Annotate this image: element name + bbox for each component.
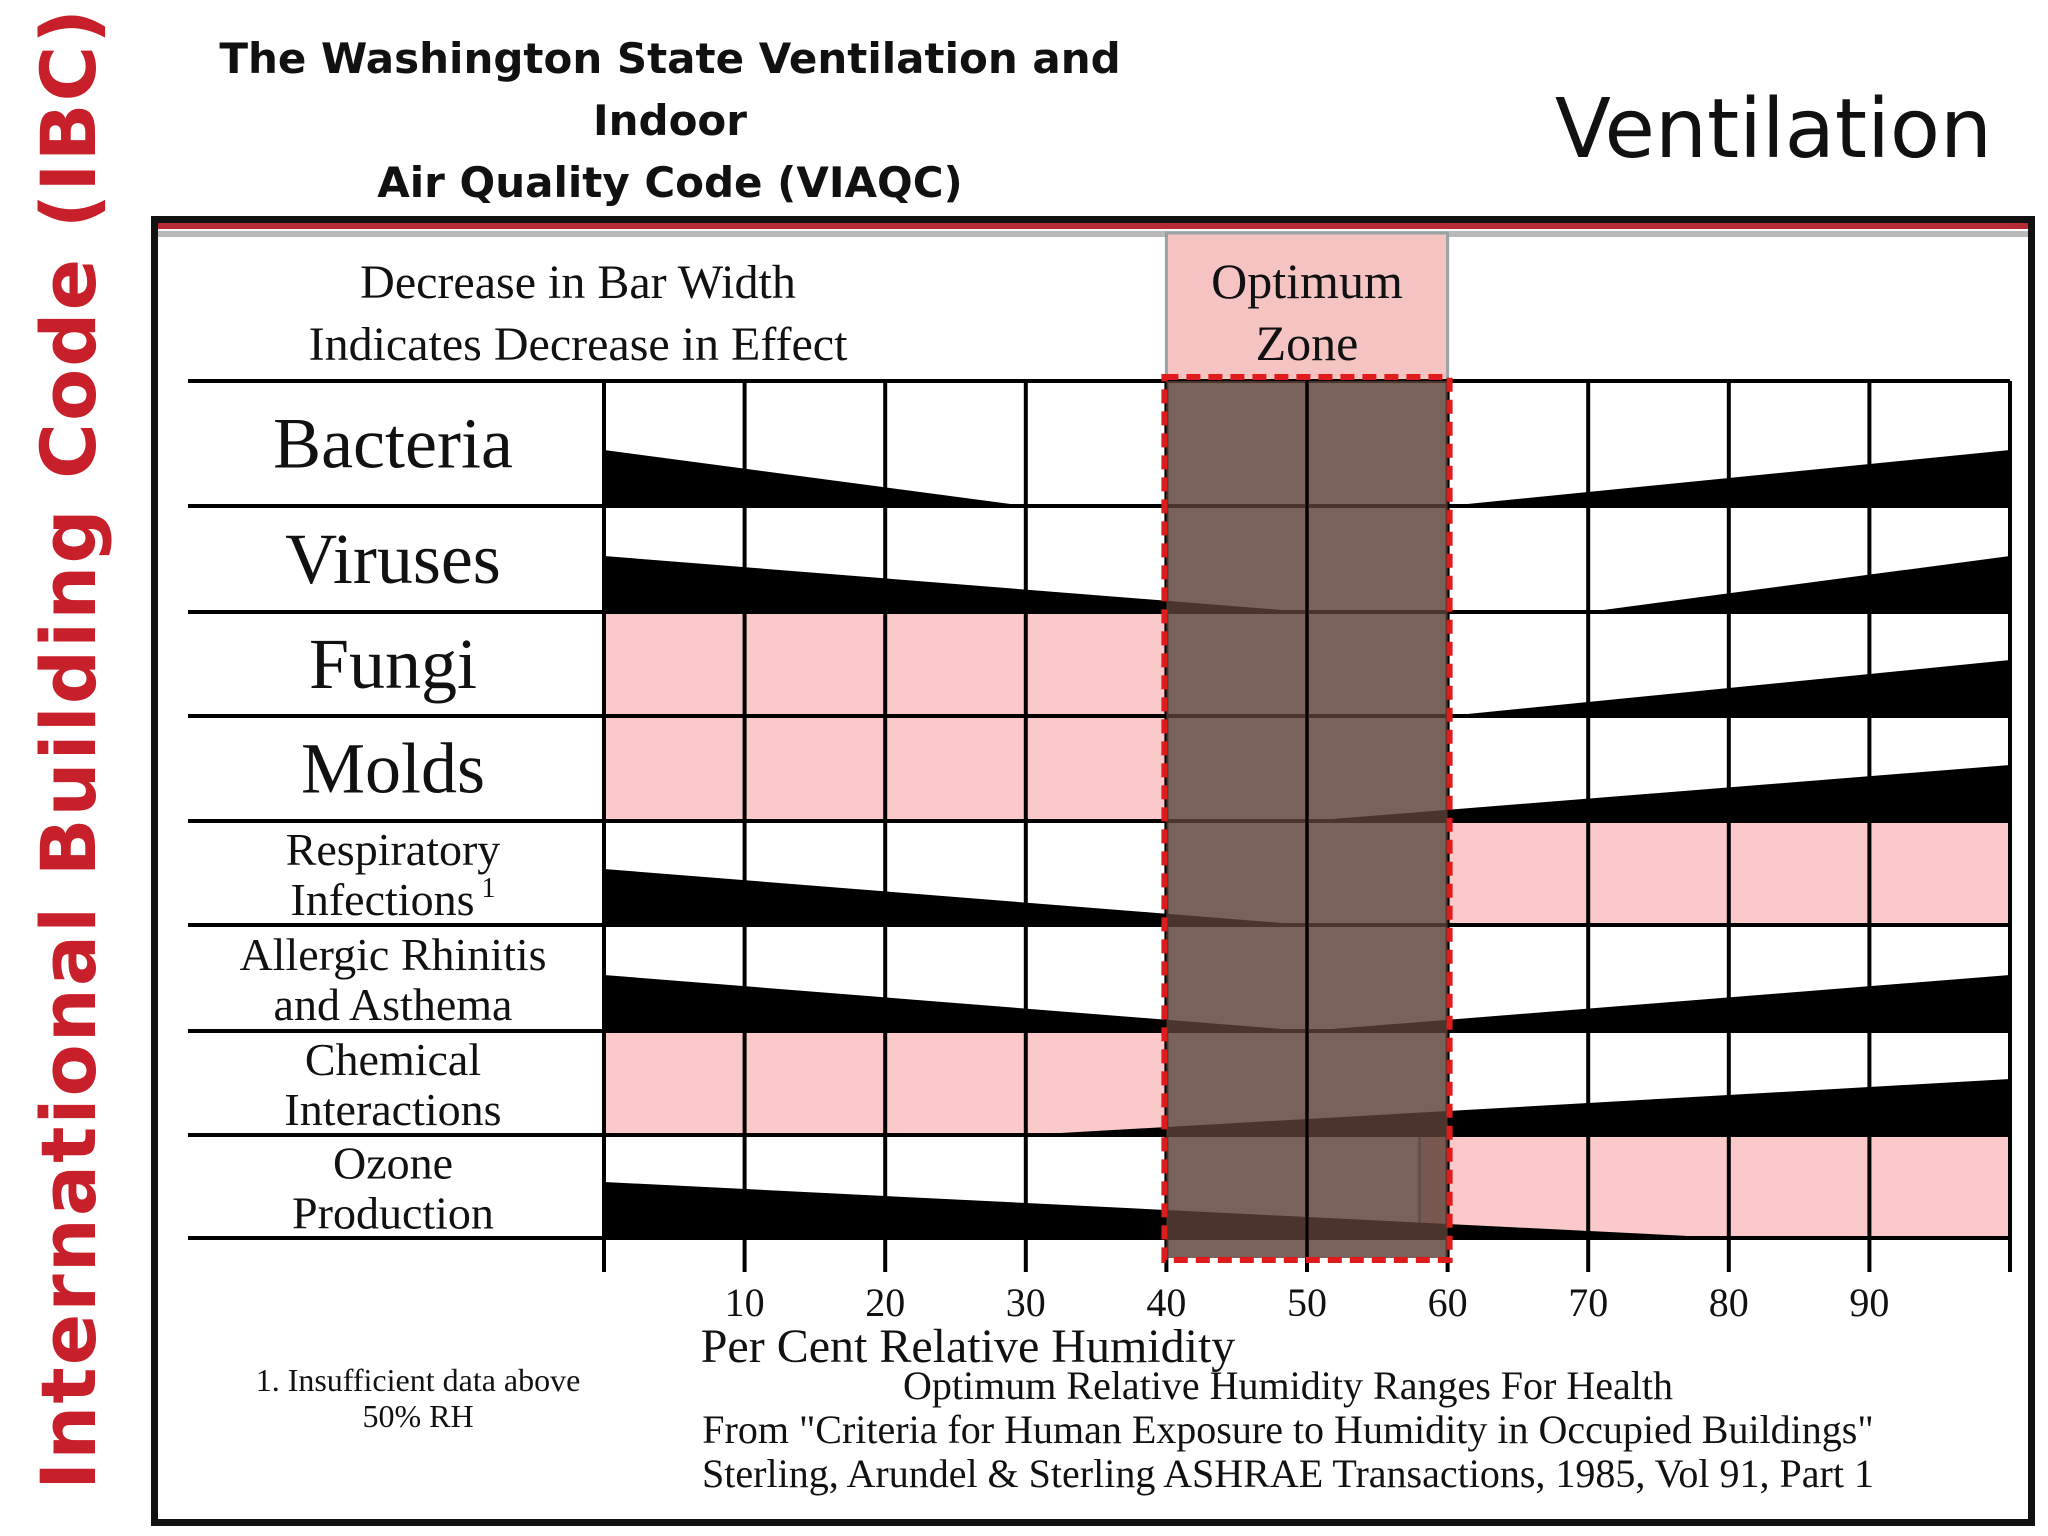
footnote-mark: 1 (474, 873, 495, 904)
description-line1: Decrease in Bar Width (360, 256, 796, 309)
effect-bar-left-0 (604, 450, 1026, 506)
humidity-chart: Decrease in Bar Width Indicates Decrease … (188, 231, 2012, 1496)
footnote-line1: 1. Insufficient data above (256, 1362, 581, 1398)
frame-stripe-grey (158, 231, 2028, 237)
category-label-6-line1: Chemical (305, 1034, 481, 1085)
category-label-6-line2: Interactions (284, 1084, 501, 1135)
category-label-5-line2: and Asthema (274, 979, 513, 1030)
optimum-zone-label-line1: Optimum (1211, 253, 1403, 309)
description-line2: Indicates Decrease in Effect (309, 318, 848, 371)
pink-highlight-3 (1417, 1133, 2012, 1240)
x-tick-label-90: 90 (1849, 1280, 1889, 1325)
effect-bar-left-5 (604, 975, 1307, 1031)
optimum-zone-dashed-border (1161, 374, 1453, 1263)
caption-line3: Sterling, Arundel & Sterling ASHRAE Tran… (702, 1451, 1874, 1496)
effect-bar-right-0 (1447, 450, 2010, 506)
x-tick-label-50: 50 (1287, 1280, 1327, 1325)
caption-line1: Optimum Relative Humidity Ranges For Hea… (903, 1363, 1673, 1408)
x-tick-label-30: 30 (1006, 1280, 1046, 1325)
viaqc-title: The Washington State Ventilation and Ind… (150, 28, 1190, 214)
x-tick-label-20: 20 (865, 1280, 905, 1325)
category-label-1: Viruses (285, 519, 501, 599)
effect-bar-right-5 (1307, 975, 2010, 1031)
optimum-zone-header-band (1164, 231, 1450, 383)
x-axis-label: Per Cent Relative Humidity (701, 1320, 1236, 1373)
effect-bar-right-3 (1307, 765, 2010, 821)
optimum-zone-layer (1161, 374, 1453, 1263)
category-label-0: Bacteria (273, 404, 513, 484)
section-title: Ventilation (1554, 82, 1992, 177)
effect-bar-right-1 (1588, 556, 2010, 612)
chart-text-layer: Decrease in Bar Width Indicates Decrease … (239, 253, 1889, 1496)
viaqc-title-line2: Air Quality Code (VIAQC) (377, 158, 963, 207)
side-title-ibc: International Building Code (IBC) (24, 6, 113, 1490)
category-label-2: Fungi (309, 624, 477, 704)
footnote-line2: 50% RH (362, 1398, 473, 1434)
frame-stripe-red (158, 223, 2028, 229)
category-label-4-line1: Respiratory (286, 824, 501, 875)
category-label-7-line1: Ozone (333, 1138, 453, 1189)
category-label-4-line2: Infections 1 (291, 873, 496, 925)
category-label-3: Molds (301, 729, 485, 809)
chart-frame: Decrease in Bar Width Indicates Decrease … (151, 216, 2035, 1526)
x-tick-label-60: 60 (1428, 1280, 1468, 1325)
viaqc-title-line1: The Washington State Ventilation and Ind… (219, 34, 1121, 145)
caption-line2: From "Criteria for Human Exposure to Hum… (702, 1407, 1873, 1452)
category-label-5-line1: Allergic Rhinitis (239, 929, 546, 980)
effect-bar-right-2 (1447, 660, 2010, 716)
x-tick-label-70: 70 (1568, 1280, 1608, 1325)
x-tick-label-40: 40 (1146, 1280, 1186, 1325)
effect-bar-left-4 (604, 869, 1307, 925)
x-tick-label-80: 80 (1709, 1280, 1749, 1325)
category-label-7-line2: Production (292, 1188, 494, 1239)
effect-bar-left-1 (604, 556, 1307, 612)
optimum-zone-label-line2: Zone (1256, 315, 1359, 371)
x-tick-label-10: 10 (725, 1280, 765, 1325)
